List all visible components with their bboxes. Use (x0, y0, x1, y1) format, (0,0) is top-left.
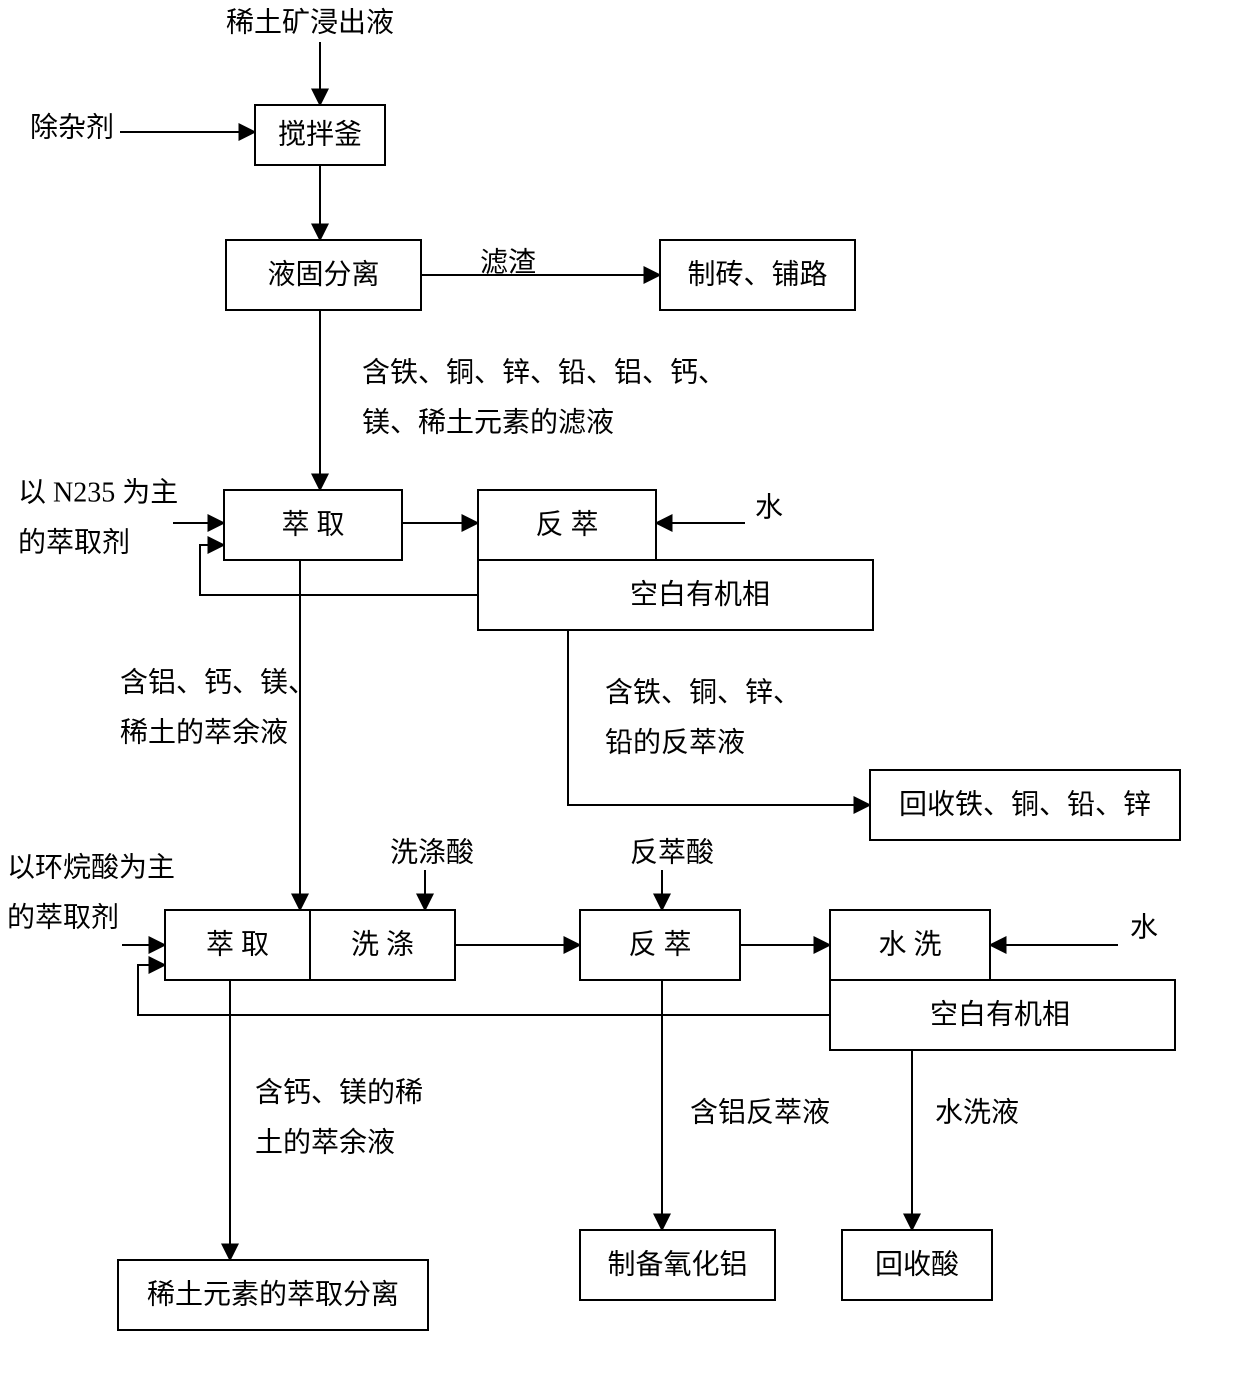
text-washacid: 洗涤酸 (390, 836, 474, 868)
node-back1: 反 萃 (478, 490, 656, 560)
node-ext2l2: 的萃取剂 (7, 901, 119, 933)
node-label-blankorg1: 空白有机相 (630, 578, 770, 610)
node-label-recacid: 回收酸 (875, 1248, 959, 1280)
node-water2: 水 (1130, 911, 1158, 943)
node-washacid: 洗涤酸 (390, 836, 474, 868)
node-extract1: 萃 取 (224, 490, 402, 560)
node-label-back2: 反 萃 (628, 928, 691, 960)
text-ext2l1: 以环烷酸为主 (7, 851, 175, 883)
text-water1: 水 (755, 491, 783, 523)
node-residue: 滤渣 (480, 246, 536, 278)
node-label-reout: 稀土元素的萃取分离 (147, 1278, 399, 1310)
node-recacid: 回收酸 (842, 1230, 992, 1300)
text-ext1l2: 的萃取剂 (18, 526, 130, 558)
node-reout: 稀土元素的萃取分离 (118, 1260, 428, 1330)
node-label-brick: 制砖、铺路 (687, 258, 827, 290)
text-water2: 水 (1130, 911, 1158, 943)
text-ext2l2: 的萃取剂 (7, 901, 119, 933)
node-recover1: 回收铁、铜、铅、锌 (870, 770, 1180, 840)
node-strip1l2: 铅的反萃液 (605, 726, 745, 758)
text-raff1l2: 稀土的萃余液 (120, 716, 288, 748)
node-al2o3: 制备氧化铝 (580, 1230, 775, 1300)
node-label-sep: 液固分离 (267, 258, 379, 290)
node-label-back1: 反 萃 (535, 508, 598, 540)
node-stripacid: 反萃酸 (630, 836, 714, 868)
node-sep: 液固分离 (226, 240, 421, 310)
node-raff1l1: 含铝、钙、镁、 (120, 666, 316, 698)
node-label-extract1: 萃 取 (281, 508, 344, 540)
text-strip1l1: 含铁、铜、锌、 (605, 676, 801, 708)
node-remover: 除杂剂 (30, 111, 114, 143)
text-filtrate2: 镁、稀土元素的滤液 (362, 406, 614, 438)
node-brick: 制砖、铺路 (660, 240, 855, 310)
text-raff2l2: 土的萃余液 (255, 1126, 395, 1158)
text-stripacid: 反萃酸 (630, 836, 714, 868)
node-label-extract2: 萃 取 (206, 928, 269, 960)
node-raff2l2: 土的萃余液 (255, 1126, 395, 1158)
text-residue: 滤渣 (480, 246, 536, 278)
flowchart-canvas: 稀土矿浸出液除杂剂 搅拌釜液固分离 滤渣 制砖、铺路含铁、铜、锌、铅、铝、钙、镁、稀土… (0, 0, 1240, 1385)
node-stir: 搅拌釜 (255, 105, 385, 165)
node-filtrate2: 镁、稀土元素的滤液 (362, 406, 614, 438)
node-raff2l1: 含钙、镁的稀 (255, 1076, 423, 1108)
text-filtrate1: 含铁、铜、锌、铅、铝、钙、 (362, 356, 726, 388)
text-raff2l1: 含钙、镁的稀 (255, 1076, 423, 1108)
node-waterwash: 水 洗 (830, 910, 990, 980)
text-washliq: 水洗液 (935, 1096, 1019, 1128)
node-alstrip: 含铝反萃液 (690, 1096, 830, 1128)
node-label-al2o3: 制备氧化铝 (607, 1248, 747, 1280)
node-ext1l1: 以 N235 为主 (18, 476, 178, 508)
node-label-waterwash: 水 洗 (878, 928, 941, 960)
node-washliq: 水洗液 (935, 1096, 1019, 1128)
node-ext1l2: 的萃取剂 (18, 526, 130, 558)
text-raff1l1: 含铝、钙、镁、 (120, 666, 316, 698)
node-blankorg2: 空白有机相 (830, 980, 1175, 1050)
node-ext2l1: 以环烷酸为主 (7, 851, 175, 883)
node-filtrate1: 含铁、铜、锌、铅、铝、钙、 (362, 356, 726, 388)
text-remover: 除杂剂 (30, 111, 114, 143)
node-label-wash2: 洗 涤 (351, 928, 414, 960)
node-label-stir: 搅拌釜 (278, 118, 362, 150)
text-alstrip: 含铝反萃液 (690, 1096, 830, 1128)
node-strip1l1: 含铁、铜、锌、 (605, 676, 801, 708)
node-wash2: 洗 涤 (310, 910, 455, 980)
node-label-recover1: 回收铁、铜、铅、锌 (899, 788, 1151, 820)
text-ext1l1: 以 N235 为主 (18, 476, 178, 508)
node-extract2: 萃 取 (165, 910, 310, 980)
node-back2: 反 萃 (580, 910, 740, 980)
text-strip1l2: 铅的反萃液 (605, 726, 745, 758)
node-label-blankorg2: 空白有机相 (930, 998, 1070, 1030)
node-blankorg1: 空白有机相 (478, 560, 873, 630)
node-water1: 水 (755, 491, 783, 523)
node-raff1l2: 稀土的萃余液 (120, 716, 288, 748)
node-input_top: 稀土矿浸出液 (226, 6, 394, 38)
text-input_top: 稀土矿浸出液 (226, 6, 394, 38)
